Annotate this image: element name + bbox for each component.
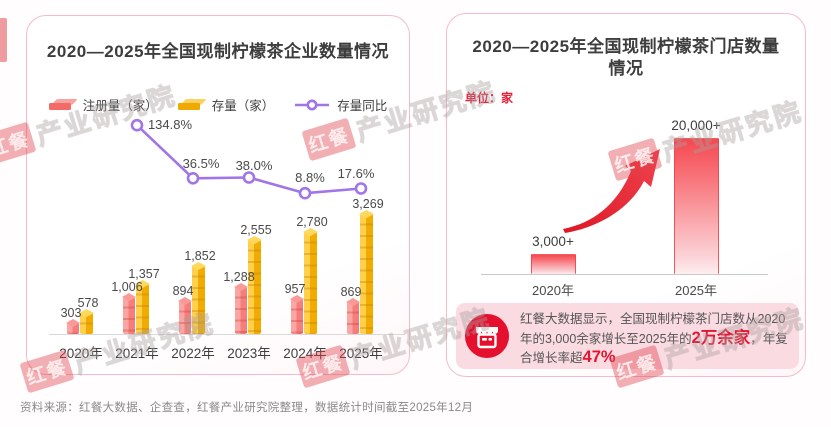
bar-registered-2025年	[346, 298, 360, 334]
bar-cap	[290, 295, 304, 303]
category-label: 2024年	[283, 346, 327, 361]
store-bar-value: 3,000+	[532, 234, 574, 249]
bar-stock-2022年	[191, 262, 206, 334]
bar-cap	[79, 309, 94, 317]
bar-stock-2020年	[79, 309, 94, 334]
store-bar-2020年	[531, 254, 576, 274]
category-label: 2021年	[115, 346, 159, 361]
bar-stock-2024年	[303, 228, 318, 334]
value-registered: 869	[340, 285, 362, 299]
store-chart-plot: 3,000+ 2020年 20,000+ 2025年	[447, 14, 805, 376]
enterprise-chart-legend: 注册量（家） 存量（家） 存量同比	[27, 95, 409, 114]
insight-text-part1: 红餐大数据显示，全国现制柠檬茶门店数从2020年的3,000余家增长至2025年…	[520, 312, 786, 346]
value-stock: 3,269	[352, 197, 384, 211]
insight-text: 红餐大数据显示，全国现制柠檬茶门店数从2020年的3,000余家增长至2025年…	[520, 310, 792, 368]
store-chart-title-line1: 2020—2025年全国现制柠檬茶门店数量	[472, 37, 780, 56]
bar-cap	[122, 293, 136, 301]
value-stock: 1,852	[184, 249, 216, 263]
bar-cap	[346, 298, 360, 306]
bar-stock-2025年	[359, 210, 374, 334]
growth-arrow	[563, 149, 660, 233]
value-stock: 2,555	[240, 223, 272, 237]
store-bar-2025年	[674, 138, 719, 274]
bar-stock-2023年	[247, 236, 262, 334]
yoy-point	[354, 182, 368, 195]
category-label: 2025年	[675, 283, 717, 298]
bar-cap	[303, 228, 318, 236]
yellow-brick-icon	[177, 98, 207, 111]
bar-registered-2021年	[122, 293, 136, 334]
store-chart-title-line2: 情况	[608, 59, 644, 78]
yoy-value-label: 17.6%	[337, 166, 375, 182]
legend-item-registered: 注册量（家）	[48, 95, 158, 114]
value-registered: 1,006	[111, 280, 143, 294]
legend-label: 存量同比	[337, 99, 388, 113]
bar-cap	[66, 319, 80, 327]
value-registered: 1,288	[223, 270, 255, 284]
bar-cap	[359, 210, 374, 218]
store-chart-title: 2020—2025年全国现制柠檬茶门店数量 情况	[447, 36, 805, 80]
watermark-red-edge	[0, 18, 7, 62]
insight-callout: 红餐大数据显示，全国现制柠檬茶门店数从2020年的3,000余家增长至2025年…	[456, 303, 799, 369]
yoy-value-label: 134.8%	[147, 117, 193, 133]
bar-registered-2024年	[290, 295, 304, 334]
bar-registered-2023年	[234, 283, 248, 334]
red-brick-icon	[48, 98, 78, 111]
enterprise-chart-plot: 2020年 303 578 2021年 1,006 1,357 2022年 894 1,852 2…	[27, 16, 409, 374]
category-label: 2025年	[339, 346, 383, 361]
bar-registered-2020年	[66, 319, 80, 334]
value-stock: 578	[77, 296, 99, 310]
value-stock: 2,780	[296, 215, 328, 229]
yoy-value-label: 38.0%	[235, 158, 273, 174]
insight-text-part2: ，年复合增长率超	[520, 331, 788, 366]
bar-cap	[135, 280, 150, 288]
yoy-point	[186, 172, 200, 185]
x-axis	[481, 274, 768, 275]
bar-registered-2022年	[178, 297, 192, 334]
enterprise-chart-title: 2020—2025年全国现制柠檬茶企业数量情况	[46, 42, 390, 61]
category-label: 2020年	[532, 283, 574, 298]
insight-highlight-cagr: 47%	[582, 348, 616, 366]
source-note: 资料来源：红餐大数据、企查查，红餐产业研究院整理，数据统计时间截至2025年12…	[20, 402, 474, 414]
value-registered: 894	[172, 284, 194, 298]
bar-cap	[178, 297, 192, 305]
value-registered: 957	[284, 282, 306, 296]
legend-item-yoy: 存量同比	[294, 95, 387, 114]
bar-cap	[191, 262, 206, 270]
value-stock: 1,357	[128, 267, 160, 281]
category-label: 2022年	[171, 346, 215, 361]
bar-cap	[234, 283, 248, 291]
value-registered: 303	[60, 306, 82, 320]
x-axis	[49, 334, 405, 335]
legend-label: 注册量（家）	[82, 99, 158, 113]
enterprise-chart-card: 2020—2025年全国现制柠檬茶企业数量情况 注册量（家） 存量（家） 存量同…	[26, 15, 410, 375]
storefront-icon	[465, 314, 509, 358]
unit-label: 单位：家	[465, 91, 514, 105]
yoy-point	[242, 171, 256, 184]
insight-highlight-stores: 2万余家	[691, 328, 751, 347]
category-label: 2020年	[59, 346, 103, 361]
legend-item-stock: 存量（家）	[177, 95, 275, 114]
legend-label: 存量（家）	[211, 99, 275, 113]
bar-stock-2021年	[135, 280, 150, 334]
line-marker-icon	[295, 99, 330, 110]
yoy-point	[298, 186, 312, 200]
bar-cap	[247, 236, 262, 244]
store-chart-card: 2020—2025年全国现制柠檬茶门店数量 情况 单位：家 3,000+ 2020…	[446, 13, 806, 377]
category-label: 2023年	[227, 346, 271, 361]
growth-arrow-shape	[563, 149, 660, 233]
store-bar-value: 20,000+	[671, 118, 721, 133]
